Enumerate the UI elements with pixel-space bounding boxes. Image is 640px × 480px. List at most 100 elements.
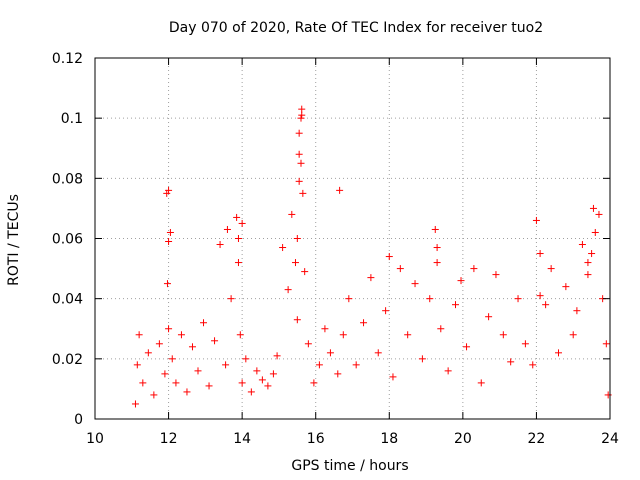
data-point	[426, 295, 434, 303]
data-point	[297, 159, 305, 167]
data-point	[360, 319, 368, 327]
data-point	[310, 379, 318, 387]
data-point	[602, 340, 610, 348]
data-point	[463, 343, 471, 351]
data-point	[238, 219, 246, 227]
data-point	[264, 382, 272, 390]
data-point	[547, 265, 555, 273]
x-tick-label: 22	[528, 431, 546, 447]
data-point	[437, 325, 445, 333]
data-point	[279, 244, 287, 252]
x-axis-label: GPS time / hours	[291, 458, 408, 474]
y-tick-label: 0.06	[52, 232, 83, 248]
data-point	[172, 379, 180, 387]
x-tick-label: 18	[380, 431, 398, 447]
data-point	[273, 352, 281, 360]
data-point	[269, 370, 277, 378]
data-point	[418, 355, 426, 363]
grid-layer	[95, 58, 610, 419]
data-point	[298, 105, 306, 113]
data-point	[584, 259, 592, 267]
data-point	[139, 379, 147, 387]
data-point	[293, 235, 301, 242]
data-point	[183, 388, 191, 396]
data-point	[555, 349, 562, 357]
data-point	[352, 361, 360, 369]
y-tick-label: 0.04	[52, 292, 83, 308]
data-point	[477, 379, 485, 387]
data-point	[470, 265, 478, 273]
data-point	[521, 340, 529, 348]
data-point	[304, 340, 312, 348]
y-axis-label: ROTI / TECUs	[6, 194, 22, 286]
data-point	[165, 325, 173, 333]
data-point	[211, 337, 219, 345]
data-point	[573, 307, 581, 315]
data-point	[194, 367, 202, 375]
data-point	[295, 150, 303, 158]
data-point	[452, 301, 459, 309]
data-point	[499, 331, 507, 339]
data-point	[336, 186, 344, 194]
data-point	[301, 268, 309, 276]
data-point	[374, 349, 382, 357]
data-point	[584, 271, 592, 279]
data-point	[238, 379, 246, 387]
data-point	[165, 238, 173, 246]
data-point	[321, 325, 329, 333]
data-point	[588, 250, 596, 258]
points-layer	[131, 105, 612, 408]
data-point	[591, 228, 599, 236]
data-point	[514, 295, 522, 303]
data-point	[284, 286, 292, 294]
data-point	[492, 271, 500, 279]
chart-title: Day 070 of 2020, Rate Of TEC Index for r…	[169, 20, 543, 36]
data-point	[339, 331, 347, 339]
data-point	[433, 244, 441, 252]
data-point	[247, 388, 255, 396]
data-point	[234, 259, 242, 267]
data-point	[315, 361, 323, 369]
data-point	[433, 259, 441, 267]
y-tick-label: 0.02	[52, 352, 83, 368]
data-point	[155, 340, 163, 348]
data-point	[166, 228, 174, 236]
data-point	[133, 361, 141, 369]
data-point	[258, 376, 266, 384]
data-point	[542, 301, 550, 309]
data-point	[297, 114, 305, 122]
data-point	[569, 331, 577, 339]
data-point	[589, 204, 597, 212]
ticks-layer	[94, 57, 611, 420]
data-point	[227, 295, 235, 303]
data-point	[205, 382, 213, 390]
data-point	[431, 225, 439, 233]
data-point	[223, 225, 231, 233]
data-point	[161, 370, 169, 378]
x-tick-label: 24	[601, 431, 619, 447]
data-point	[389, 373, 397, 381]
data-point	[236, 331, 244, 339]
data-point	[562, 283, 570, 291]
data-point	[144, 349, 152, 357]
data-point	[299, 189, 307, 197]
data-point	[396, 265, 404, 273]
data-point	[345, 295, 353, 303]
data-point	[444, 367, 452, 375]
data-point	[131, 400, 139, 408]
y-tick-label: 0.08	[52, 171, 83, 187]
data-point	[200, 319, 208, 327]
data-point	[253, 367, 261, 375]
data-point	[385, 253, 393, 261]
y-tick-labels: 0 0.02 0.04 0.06 0.08 0.1 0.12	[52, 51, 83, 428]
x-tick-labels: 10 12 14 16 18 20 22 24	[86, 431, 619, 447]
data-point	[536, 292, 544, 300]
data-point	[188, 343, 196, 351]
x-tick-label: 16	[307, 431, 325, 447]
data-point	[298, 111, 306, 119]
data-point	[295, 129, 303, 137]
data-point	[222, 361, 230, 369]
data-point	[485, 313, 493, 321]
